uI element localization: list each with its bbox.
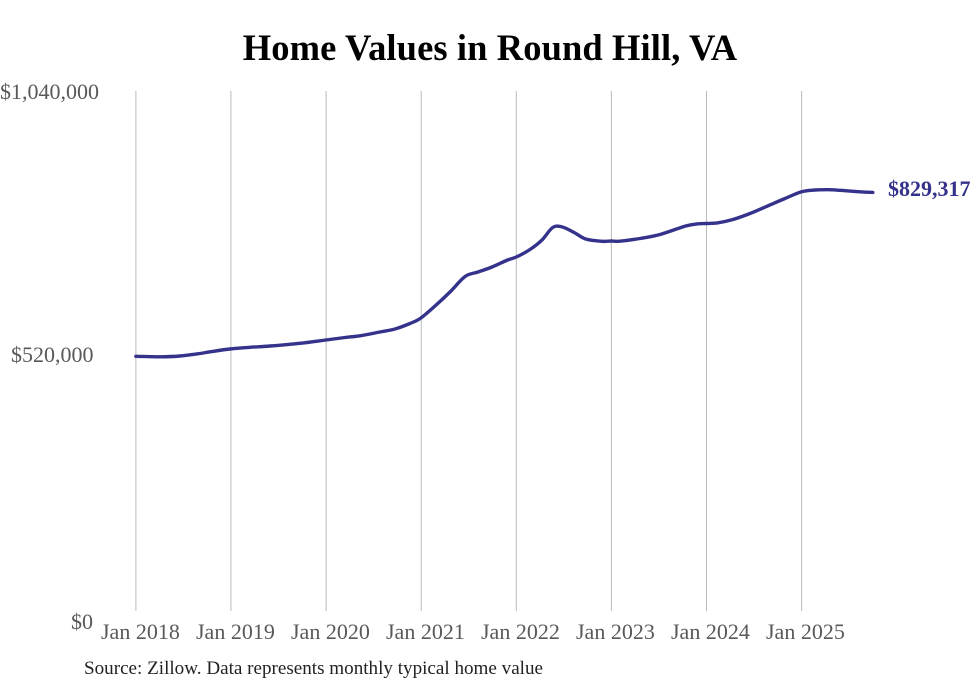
svg-text:Jan 2020: Jan 2020 [291,619,370,644]
svg-text:$1,040,000: $1,040,000 [0,79,99,104]
svg-text:Jan 2024: Jan 2024 [671,619,750,644]
svg-text:Jan 2018: Jan 2018 [101,619,180,644]
svg-text:$829,317: $829,317 [888,176,971,201]
svg-text:$520,000: $520,000 [11,342,94,367]
svg-text:Jan 2025: Jan 2025 [766,619,845,644]
svg-text:Jan 2022: Jan 2022 [481,619,560,644]
svg-text:Jan 2023: Jan 2023 [576,619,655,644]
svg-text:Jan 2021: Jan 2021 [386,619,465,644]
svg-text:Jan 2019: Jan 2019 [196,619,275,644]
svg-text:$0: $0 [71,609,93,634]
